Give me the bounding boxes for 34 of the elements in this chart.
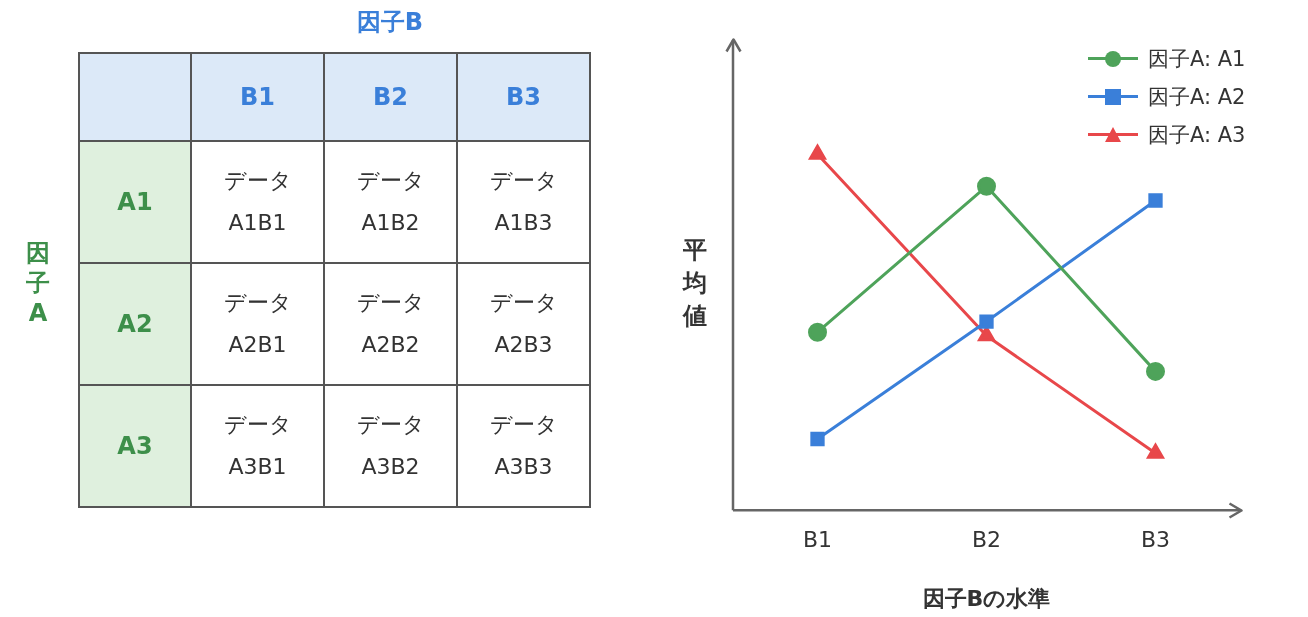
point [808, 322, 827, 342]
category-label: B2 [324, 53, 457, 141]
category-label: B1 [191, 53, 324, 141]
point [978, 326, 995, 342]
x-axis-title: 因子Bの水準 [922, 585, 1051, 611]
x-tick-label: B1 [802, 527, 833, 553]
text: 因子B [355, 7, 425, 38]
text: データ A1B1 [223, 168, 292, 235]
category-label: A3 [117, 432, 153, 460]
text: データ A3B3 [489, 412, 558, 479]
text: データ A3B1 [223, 412, 292, 479]
category-label: A1 [117, 188, 153, 216]
text: データ A2B3 [489, 290, 558, 357]
text: データ A1B3 [489, 168, 558, 235]
point [979, 314, 994, 329]
y-axis-title: 平均値 [681, 235, 708, 332]
point [1148, 193, 1163, 208]
text: 因子A [25, 238, 51, 328]
category-label: B3 [457, 53, 590, 141]
legend-label: 因子A: A3 [1148, 122, 1246, 149]
text: データ A3B2 [356, 412, 425, 479]
text: データ A2B2 [356, 290, 425, 357]
legend-label: 因子A: A2 [1148, 84, 1246, 111]
point [977, 176, 996, 196]
point [809, 144, 826, 160]
text: データ A1B2 [356, 168, 425, 235]
legend-label: 因子A: A1 [1148, 46, 1246, 73]
point [1146, 361, 1165, 381]
category-label: A2 [117, 310, 153, 338]
point [1147, 443, 1164, 459]
text: データ A2B1 [223, 290, 292, 357]
x-tick-label: B2 [971, 527, 1002, 553]
x-tick-label: B3 [1140, 527, 1171, 553]
point [810, 431, 825, 447]
